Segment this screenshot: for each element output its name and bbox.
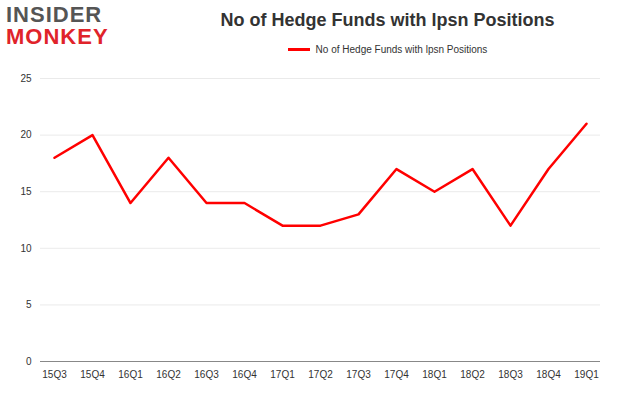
svg-text:16Q4: 16Q4 <box>232 369 257 380</box>
svg-text:25: 25 <box>20 73 32 84</box>
svg-text:10: 10 <box>20 243 32 254</box>
svg-text:15Q3: 15Q3 <box>42 369 67 380</box>
svg-text:18Q3: 18Q3 <box>498 369 523 380</box>
svg-text:16Q3: 16Q3 <box>194 369 219 380</box>
svg-text:18Q1: 18Q1 <box>422 369 447 380</box>
svg-text:16Q2: 16Q2 <box>156 369 181 380</box>
html-text:INSIDER: INSIDER <box>6 2 103 27</box>
svg-text:17Q3: 17Q3 <box>346 369 371 380</box>
html-text:No of Hedge Funds with lpsn Po: No of Hedge Funds with lpsn Positions <box>315 44 488 55</box>
svg-text:17Q4: 17Q4 <box>384 369 409 380</box>
svg-text:18Q2: 18Q2 <box>460 369 485 380</box>
svg-text:19Q1: 19Q1 <box>574 369 599 380</box>
svg-text:16Q1: 16Q1 <box>118 369 143 380</box>
svg-text:5: 5 <box>26 299 32 310</box>
svg-text:15: 15 <box>20 186 32 197</box>
svg-text:20: 20 <box>20 129 32 140</box>
svg-text:0: 0 <box>26 356 32 367</box>
html-text:No of Hedge Funds with lpsn Po: No of Hedge Funds with lpsn Positions <box>220 10 555 30</box>
svg-text:15Q4: 15Q4 <box>80 369 105 380</box>
svg-text:18Q4: 18Q4 <box>536 369 561 380</box>
svg-text:17Q2: 17Q2 <box>308 369 333 380</box>
html-text:MONKEY: MONKEY <box>6 24 109 49</box>
svg-text:17Q1: 17Q1 <box>270 369 295 380</box>
